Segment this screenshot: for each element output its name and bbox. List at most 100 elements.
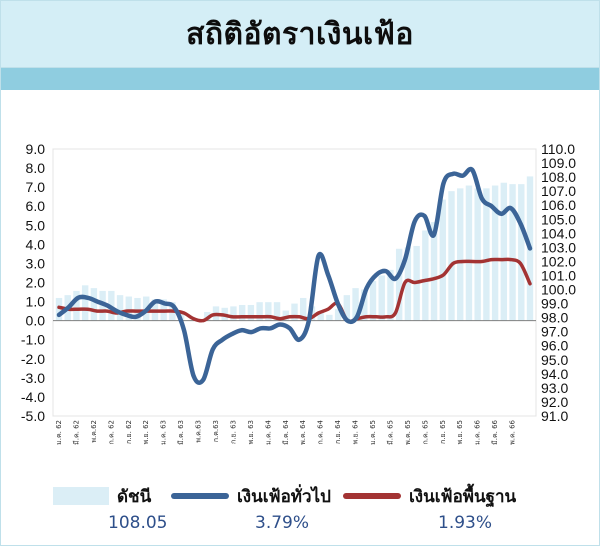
left-tick-label: 7.0: [26, 179, 46, 195]
x-tick-label: พ.ค. 64: [299, 419, 307, 444]
legend-headline-label: เงินเฟ้อทั่วไป: [237, 486, 331, 507]
index-bar: [404, 247, 412, 321]
index-bar: [387, 269, 394, 321]
right-axis: 110.0109.0108.0107.0106.0105.0104.0103.0…: [541, 141, 576, 424]
x-tick-label: พ.ย. 65: [456, 420, 464, 444]
index-bar: [116, 295, 124, 321]
left-tick-label: 1.0: [26, 294, 46, 310]
x-tick-label: พ.ย. 64: [352, 419, 360, 444]
left-tick-label: -4.0: [21, 389, 45, 405]
index-bar: [55, 297, 63, 321]
right-tick-label: 98.0: [541, 310, 568, 326]
index-bar: [483, 188, 490, 321]
x-tick-label: พ.ค.62: [90, 420, 98, 443]
index-swatch: [53, 487, 109, 505]
page-title: สถิติอัตราเงินเฟ้อ: [186, 16, 414, 52]
x-tick-label: ก.ค.63: [212, 420, 220, 442]
x-tick-label: ก.ค. 64: [317, 419, 325, 444]
left-tick-label: -3.0: [21, 370, 45, 386]
index-bar: [352, 288, 359, 321]
legend-index-label: ดัชนี: [117, 486, 152, 507]
right-tick-label: 100.0: [541, 282, 576, 298]
left-tick-label: 3.0: [26, 255, 46, 271]
plot-frame: [52, 148, 537, 417]
x-tick-label: ก.ค. 62: [107, 420, 115, 445]
index-bar: [361, 289, 368, 321]
right-tick-label: 93.0: [541, 380, 568, 396]
right-tick-label: 97.0: [541, 324, 568, 340]
x-axis: ม.ค. 62 มี.ค. 62 พ.ค.62 ก.ค. 62 ก.ย. 62 พ.ย. …: [55, 419, 517, 444]
legend-core-label: เงินเฟ้อพื้นฐาน: [409, 486, 517, 507]
left-tick-label: 2.0: [26, 275, 46, 291]
x-tick-label: ก.ย. 63: [229, 420, 237, 444]
x-tick-label: มี.ค. 66: [491, 419, 499, 444]
core-swatch: [343, 493, 401, 499]
series-line: [57, 257, 532, 324]
index-bar: [457, 188, 464, 321]
x-tick-label: ม.ค. 66: [474, 419, 482, 444]
x-tick-label: พ.ย. 63: [247, 420, 255, 444]
x-tick-label: มี.ค. 65: [386, 420, 394, 445]
index-bar: [134, 297, 141, 321]
index-bar: [395, 248, 403, 321]
x-tick-label: พ.ค. 66: [509, 419, 517, 444]
right-tick-label: 104.0: [541, 225, 576, 241]
header-band: [1, 68, 599, 90]
x-tick-label: ก.ย. 64: [334, 419, 342, 443]
index-bar: [500, 182, 508, 321]
right-tick-label: 92.0: [541, 394, 568, 410]
left-tick-label: 9.0: [26, 141, 46, 157]
right-tick-label: 102.0: [541, 253, 576, 269]
series-lines: [56, 166, 533, 385]
x-tick-label: ก.ย. 62: [125, 420, 133, 444]
index-bar: [256, 302, 263, 321]
x-tick-label: พ.ค. 65: [404, 420, 412, 445]
right-tick-label: 105.0: [541, 211, 576, 227]
x-tick-label: ม.ค. 62: [55, 420, 63, 445]
x-tick-label: พ.ค.63: [195, 420, 203, 443]
right-tick-label: 99.0: [541, 296, 568, 312]
index-bar: [378, 275, 385, 321]
right-tick-label: 95.0: [541, 352, 568, 368]
x-tick-label: ม.ค. 65: [369, 420, 377, 445]
header: สถิติอัตราเงินเฟ้อ: [1, 1, 599, 68]
legend: ดัชนี เงินเฟ้อทั่วไป เงินเฟ้อพื้นฐาน 108…: [1, 477, 599, 541]
series-line: [56, 166, 533, 385]
left-tick-label: -5.0: [21, 408, 45, 424]
right-tick-label: 101.0: [541, 267, 576, 283]
left-tick-label: 8.0: [26, 160, 46, 176]
index-bar: [465, 185, 473, 321]
index-bar: [300, 297, 307, 321]
right-tick-label: 94.0: [541, 366, 568, 382]
x-tick-label: ก.ค. 65: [421, 420, 429, 445]
right-tick-label: 110.0: [541, 141, 575, 157]
index-bar: [125, 296, 132, 321]
legend-core: เงินเฟ้อพื้นฐาน: [343, 483, 516, 509]
index-bar: [430, 222, 438, 321]
left-axis: 9.0 8.0 7.0 6.0 5.0 4.0 3.0 2.0 1.0 0.0 -1.0 -2.0 -3…: [21, 141, 45, 424]
index-bar: [247, 304, 255, 321]
right-tick-label: 109.0: [541, 155, 576, 171]
left-tick-label: 6.0: [26, 198, 46, 214]
index-bar: [334, 309, 342, 321]
index-bar: [73, 290, 80, 321]
left-tick-label: 5.0: [26, 217, 46, 233]
index-value: 108.05: [108, 513, 168, 533]
index-bar: [369, 281, 377, 321]
x-tick-label: มี.ค. 63: [177, 420, 185, 445]
headline-swatch: [171, 493, 229, 499]
right-tick-label: 106.0: [541, 197, 576, 213]
index-bar: [326, 314, 333, 321]
index-bar: [238, 304, 246, 321]
core-value: 1.93%: [438, 513, 493, 533]
right-tick-label: 91.0: [541, 408, 568, 424]
legend-headline: เงินเฟ้อทั่วไป: [171, 483, 331, 509]
index-bar: [81, 285, 89, 321]
index-bar: [422, 230, 429, 321]
x-tick-label: ก.ย. 65: [439, 420, 447, 444]
left-tick-label: -1.0: [21, 332, 45, 348]
legend-index: ดัชนี: [53, 483, 151, 509]
left-tick-label: 0.0: [26, 313, 46, 329]
x-tick-label: ม.ค. 64: [264, 419, 272, 444]
